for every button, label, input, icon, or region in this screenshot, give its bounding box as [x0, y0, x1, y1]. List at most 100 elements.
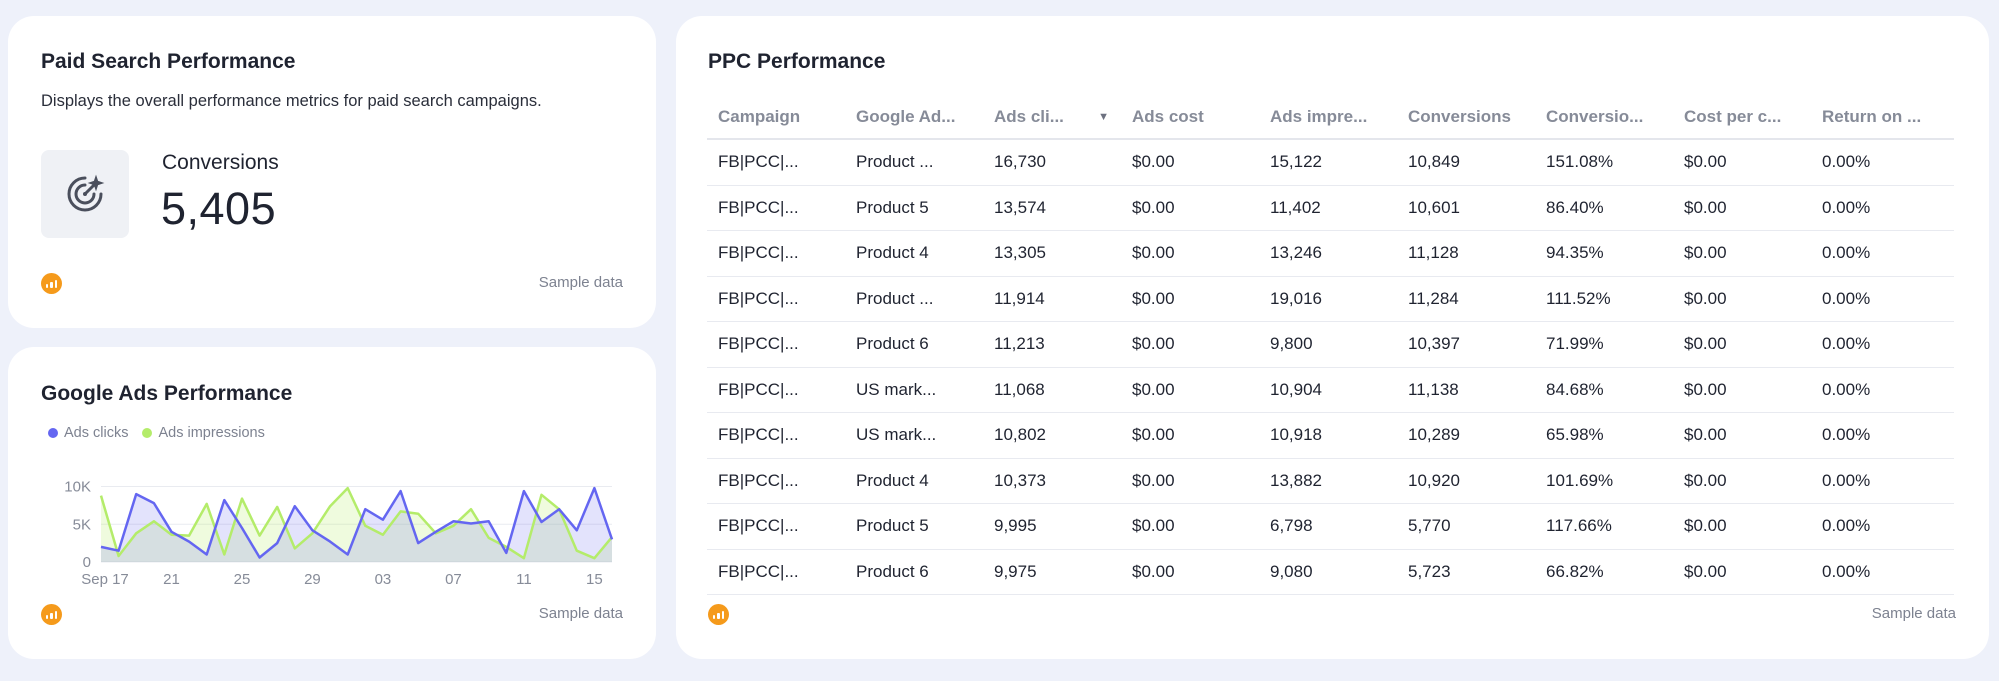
column-header[interactable]: Google Ad...: [845, 107, 983, 127]
table-cell: 0.00%: [1822, 197, 1871, 217]
table-cell: Product 5: [856, 516, 929, 536]
sort-descending-icon[interactable]: ▼: [1098, 111, 1109, 123]
google-ads-card: Google Ads Performance Ads clicks Ads im…: [8, 347, 656, 659]
column-header[interactable]: Campaign: [707, 107, 845, 127]
data-source-logo-icon: [41, 273, 62, 294]
table-cell: 5,770: [1408, 516, 1451, 536]
x-tick-label: 11: [516, 571, 532, 588]
table-cell: $0.00: [1684, 197, 1727, 217]
table-cell: 9,975: [994, 561, 1037, 581]
y-tick-label: 10K: [64, 479, 91, 496]
column-header[interactable]: Conversio...: [1535, 107, 1673, 127]
table-cell: US mark...: [856, 379, 937, 399]
column-header[interactable]: Ads impre...: [1259, 107, 1397, 127]
table-row[interactable]: FB|PCC|... Product 4 13,305 $0.00 13,246 11,1…: [707, 231, 1954, 277]
metric-label: Conversions: [162, 151, 279, 174]
x-tick-label: 07: [445, 571, 462, 588]
table-cell: 11,128: [1408, 243, 1459, 263]
column-header-label: Campaign: [718, 107, 801, 126]
table-cell: 13,574: [994, 197, 1046, 217]
paid-search-title: Paid Search Performance: [41, 50, 296, 73]
table-cell: $0.00: [1684, 470, 1727, 490]
table-cell: 15,122: [1270, 152, 1322, 172]
column-header-label: Conversio...: [1546, 107, 1644, 126]
table-cell: 0.00%: [1822, 334, 1871, 354]
y-tick-label: 0: [83, 554, 91, 571]
table-cell: FB|PCC|...: [718, 152, 799, 172]
table-cell: $0.00: [1684, 379, 1727, 399]
table-header: Campaign Google Ad... Ads cli... ▼ Ads cost A…: [707, 96, 1954, 140]
table-row[interactable]: FB|PCC|... US mark... 10,802 $0.00 10,918 10,…: [707, 413, 1954, 459]
sample-data-label: Sample data: [538, 274, 623, 291]
table-row[interactable]: FB|PCC|... Product 6 11,213 $0.00 9,800 10,39…: [707, 322, 1954, 368]
table-row[interactable]: FB|PCC|... Product ... 16,730 $0.00 15,122 10…: [707, 140, 1954, 186]
table-cell: FB|PCC|...: [718, 197, 799, 217]
table-cell: 10,802: [994, 425, 1046, 445]
data-source-logo-icon: [708, 604, 729, 625]
paid-search-description: Displays the overall performance metrics…: [41, 92, 542, 110]
table-cell: FB|PCC|...: [718, 288, 799, 308]
table-cell: 19,016: [1270, 288, 1322, 308]
legend-item-impressions[interactable]: Ads impressions: [142, 425, 265, 441]
x-tick-label: 25: [234, 571, 251, 588]
table-cell: 11,914: [994, 288, 1045, 308]
table-cell: 0.00%: [1822, 516, 1871, 536]
table-row[interactable]: FB|PCC|... US mark... 11,068 $0.00 10,904 11,…: [707, 368, 1954, 413]
x-tick-label: 03: [375, 571, 392, 588]
table-cell: 101.69%: [1546, 470, 1614, 490]
table-cell: 13,305: [994, 243, 1046, 263]
data-source-logo-icon: [41, 604, 62, 625]
table-cell: 71.99%: [1546, 334, 1604, 354]
column-header[interactable]: Conversions: [1397, 107, 1535, 127]
legend-dot-impressions: [142, 428, 153, 438]
table-cell: FB|PCC|...: [718, 425, 799, 445]
series-line-impressions: [99, 486, 613, 560]
ppc-title: PPC Performance: [708, 50, 886, 73]
column-header[interactable]: Ads cost: [1121, 107, 1259, 127]
legend-item-clicks[interactable]: Ads clicks: [48, 425, 128, 441]
table-cell: 10,289: [1408, 425, 1460, 445]
table-cell: FB|PCC|...: [718, 243, 799, 263]
table-cell: $0.00: [1684, 152, 1727, 172]
column-header[interactable]: Ads cli... ▼: [983, 107, 1121, 127]
table-row[interactable]: FB|PCC|... Product 5 9,995 $0.00 6,798 5,770 1…: [707, 504, 1954, 550]
table-cell: $0.00: [1132, 334, 1175, 354]
table-cell: $0.00: [1684, 516, 1727, 536]
table-cell: Product 5: [856, 197, 929, 217]
column-header-label: Conversions: [1408, 107, 1511, 126]
table-row[interactable]: FB|PCC|... Product 5 13,574 $0.00 11,402 10,6…: [707, 186, 1954, 231]
ppc-performance-card: PPC Performance Campaign Google Ad... Ads …: [676, 16, 1989, 659]
column-header-label: Google Ad...: [856, 107, 956, 126]
table-cell: 0.00%: [1822, 425, 1871, 445]
table-cell: $0.00: [1684, 561, 1727, 581]
sample-data-label: Sample data: [538, 605, 623, 622]
table-cell: 9,995: [994, 516, 1037, 536]
table-cell: Product 4: [856, 243, 929, 263]
table-cell: 65.98%: [1546, 425, 1604, 445]
table-cell: 13,882: [1270, 470, 1322, 490]
table-cell: Product ...: [856, 288, 934, 308]
table-row[interactable]: FB|PCC|... Product 6 9,975 $0.00 9,080 5,723 6…: [707, 550, 1954, 595]
column-header-label: Return on ...: [1822, 107, 1922, 126]
table-cell: US mark...: [856, 425, 937, 445]
column-header[interactable]: Cost per c...: [1673, 107, 1811, 127]
table-cell: $0.00: [1684, 288, 1727, 308]
column-header-label: Ads cost: [1132, 107, 1204, 126]
table-cell: $0.00: [1684, 334, 1727, 354]
column-header-label: Ads impre...: [1270, 107, 1368, 126]
table-row[interactable]: FB|PCC|... Product 4 10,373 $0.00 13,882 10,9…: [707, 459, 1954, 504]
table-cell: FB|PCC|...: [718, 334, 799, 354]
x-tick-label: 21: [163, 571, 180, 588]
table-cell: 117.66%: [1546, 516, 1612, 536]
paid-search-card: Paid Search Performance Displays the ove…: [8, 16, 656, 328]
column-header[interactable]: Return on ...: [1811, 107, 1954, 127]
table-cell: $0.00: [1132, 516, 1175, 536]
table-cell: 86.40%: [1546, 197, 1604, 217]
table-row[interactable]: FB|PCC|... Product ... 11,914 $0.00 19,016 11…: [707, 277, 1954, 322]
table-cell: 10,918: [1270, 425, 1322, 445]
table-cell: $0.00: [1132, 379, 1175, 399]
table-cell: 0.00%: [1822, 288, 1871, 308]
table-cell: FB|PCC|...: [718, 470, 799, 490]
table-cell: Product 6: [856, 561, 929, 581]
